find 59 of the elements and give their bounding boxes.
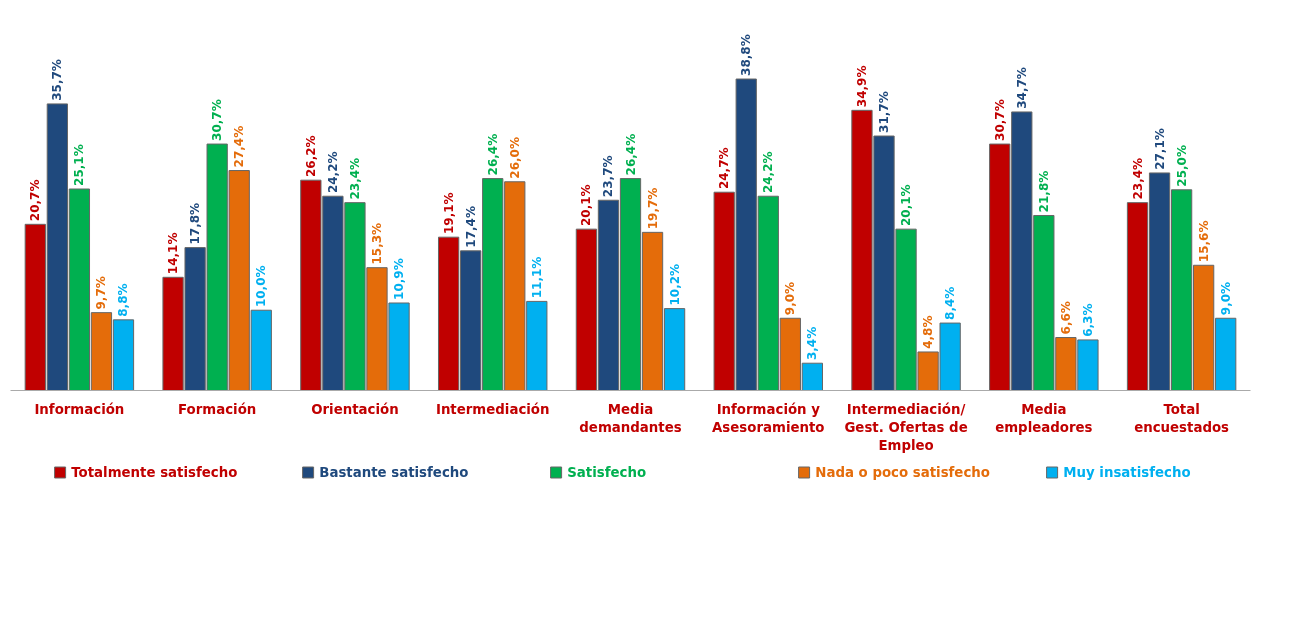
data-label: 19,1%: [441, 192, 456, 235]
data-label: 23,4%: [347, 157, 362, 200]
data-label: 31,7%: [877, 91, 892, 133]
data-label: 14,1%: [166, 232, 181, 275]
data-label: 30,7%: [992, 99, 1007, 141]
legend-label: Muy insatisfecho: [1063, 465, 1191, 480]
data-label: 11,1%: [529, 256, 544, 299]
data-label: 38,8%: [739, 34, 754, 76]
data-label: 19,7%: [645, 187, 660, 230]
data-label: 26,4%: [623, 133, 638, 176]
data-label: 20,1%: [899, 184, 914, 227]
data-label: 27,4%: [232, 125, 247, 168]
data-label: 26,2%: [303, 135, 318, 178]
data-label: 25,1%: [72, 144, 87, 186]
data-label: 30,7%: [210, 99, 225, 141]
x-tick-label: Intermediación: [435, 401, 550, 417]
data-label: 9,0%: [1218, 281, 1233, 316]
data-label: 8,4%: [943, 286, 958, 320]
x-tick-label: Total encuestados: [1134, 401, 1230, 435]
x-tick-label: Información: [34, 401, 125, 417]
data-label: 26,4%: [485, 133, 500, 176]
data-label: 3,4%: [805, 326, 820, 361]
x-tick-label: Formación: [178, 401, 257, 417]
data-label: 15,6%: [1196, 220, 1211, 263]
x-tick-label: Media demandantes: [579, 401, 682, 435]
data-label: 15,3%: [369, 222, 384, 265]
data-label: 10,9%: [392, 258, 407, 300]
data-label: 27,1%: [1152, 128, 1167, 170]
x-tick-label: Información y Asesoramiento: [712, 401, 825, 435]
data-label: 20,1%: [579, 184, 594, 227]
data-label: 23,7%: [601, 155, 616, 198]
legend-label: Satisfecho: [567, 465, 647, 480]
x-tick-label: Intermediación/ Gest. Ofertas de Empleo: [844, 401, 968, 453]
data-label: 17,8%: [188, 202, 203, 245]
data-label: 21,8%: [1036, 170, 1051, 213]
data-label: 17,4%: [463, 206, 478, 248]
data-label: 4,8%: [921, 315, 936, 349]
legend-label: Totalmente satisfecho: [71, 465, 238, 480]
data-label: 9,0%: [783, 281, 798, 316]
data-label: 35,7%: [50, 59, 65, 101]
data-label: 10,0%: [254, 265, 269, 308]
data-label: 26,0%: [507, 137, 522, 179]
data-label: 23,4%: [1130, 157, 1145, 200]
data-label: 24,7%: [717, 147, 732, 190]
data-label: 20,7%: [28, 179, 43, 222]
legend-label: Bastante satisfecho: [319, 465, 469, 480]
data-label: 34,7%: [1014, 67, 1029, 109]
data-label: 9,7%: [94, 276, 109, 310]
data-label: 24,2%: [761, 151, 776, 194]
data-label: 8,8%: [116, 283, 131, 317]
data-label: 10,2%: [667, 263, 682, 306]
x-tick-label: Orientación: [311, 401, 399, 417]
x-tick-label: Media empleadores: [995, 401, 1093, 435]
data-label: 34,9%: [854, 65, 869, 108]
data-label: 6,3%: [1080, 303, 1095, 337]
data-label: 25,0%: [1174, 145, 1189, 187]
data-label: 24,2%: [325, 151, 340, 194]
legend-label: Nada o poco satisfecho: [815, 465, 990, 480]
data-label: 6,6%: [1058, 301, 1073, 335]
